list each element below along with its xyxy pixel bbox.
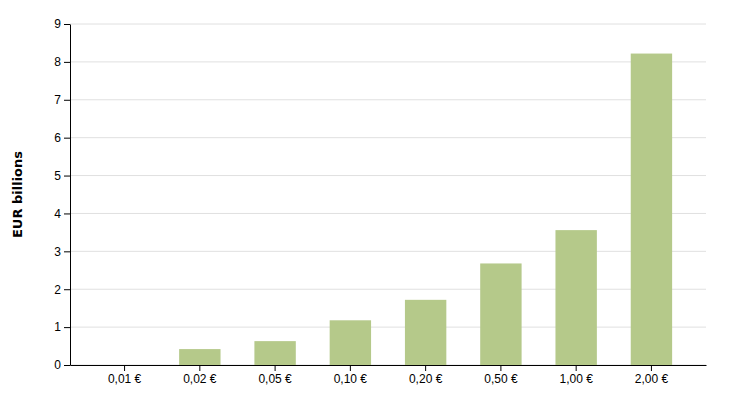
- y-tick-label: 4: [54, 207, 61, 221]
- tick-mark: [64, 213, 70, 214]
- y-tick: 6: [54, 131, 70, 145]
- x-tick-label: 0,20 €: [409, 372, 443, 386]
- x-tick: 0,20 €: [409, 365, 443, 386]
- plot-area: 0,01 € 0,02 € 0,05 € 0,10 € 0,20 € 0,50 € 1,00…: [54, 17, 706, 385]
- y-tick: 3: [54, 245, 70, 259]
- tick-mark: [275, 365, 276, 371]
- bar: [330, 320, 371, 365]
- bar: [631, 54, 672, 365]
- chart-container: 0,01 € 0,02 € 0,05 € 0,10 € 0,20 € 0,50 € 1,00…: [0, 0, 730, 409]
- tick-mark: [64, 289, 70, 290]
- bar: [480, 263, 521, 365]
- tick-mark: [64, 327, 70, 328]
- tick-mark: [350, 365, 351, 371]
- y-tick-label: 9: [54, 17, 61, 31]
- y-tick: 9: [54, 17, 70, 31]
- tick-mark: [124, 365, 125, 371]
- tick-mark: [64, 62, 70, 63]
- grid-line: [70, 24, 706, 25]
- x-tick-label: 1,00 €: [559, 372, 593, 386]
- x-tick: 0,01 €: [108, 365, 142, 386]
- y-tick: 8: [54, 55, 70, 69]
- bars: [179, 54, 672, 365]
- y-tick-label: 7: [54, 93, 61, 107]
- grid: [70, 24, 706, 365]
- x-tick: 2,00 €: [635, 365, 669, 386]
- y-tick: 1: [54, 320, 70, 334]
- grid-line: [70, 99, 706, 100]
- y-axis-title: EUR billions: [10, 151, 25, 238]
- y-tick-label: 2: [54, 283, 61, 297]
- x-tick: 0,50 €: [484, 365, 518, 386]
- axis-line: [71, 365, 707, 366]
- y-axis: 0 1 2 3 4 5 6 7 8 9: [54, 17, 70, 372]
- tick-mark: [64, 100, 70, 101]
- tick-mark: [576, 365, 577, 371]
- x-tick-label: 2,00 €: [635, 372, 669, 386]
- grid-line: [70, 251, 706, 252]
- x-tick-label: 0,01 €: [108, 372, 142, 386]
- y-tick-label: 0: [54, 358, 61, 372]
- y-tick: 7: [54, 93, 70, 107]
- grid-line: [70, 327, 706, 328]
- x-axis: 0,01 € 0,02 € 0,05 € 0,10 € 0,20 € 0,50 € 1,00…: [71, 365, 707, 386]
- y-tick: 0: [54, 358, 70, 372]
- grid-line: [70, 175, 706, 176]
- grid-line: [70, 289, 706, 290]
- tick-mark: [64, 24, 70, 25]
- axis-line: [70, 25, 71, 366]
- tick-mark: [64, 365, 70, 366]
- tick-mark: [425, 365, 426, 371]
- grid-line: [70, 213, 706, 214]
- bar: [555, 230, 596, 365]
- x-tick-label: 0,50 €: [484, 372, 518, 386]
- x-tick-label: 0,02 €: [183, 372, 217, 386]
- grid-line: [70, 61, 706, 62]
- tick-mark: [199, 365, 200, 371]
- x-tick-label: 0,05 €: [258, 372, 292, 386]
- tick-mark: [64, 176, 70, 177]
- x-tick: 0,02 €: [183, 365, 217, 386]
- y-tick: 4: [54, 207, 70, 221]
- x-tick: 1,00 €: [559, 365, 593, 386]
- bar: [104, 365, 145, 366]
- tick-mark: [500, 365, 501, 371]
- bar: [254, 341, 295, 365]
- y-tick-label: 8: [54, 55, 61, 69]
- bar: [179, 349, 220, 365]
- x-tick: 0,05 €: [258, 365, 292, 386]
- grid-line: [70, 137, 706, 138]
- tick-mark: [64, 138, 70, 139]
- tick-mark: [64, 251, 70, 252]
- chart-svg: 0,01 € 0,02 € 0,05 € 0,10 € 0,20 € 0,50 € 1,00…: [0, 0, 730, 409]
- x-tick-label: 0,10 €: [334, 372, 368, 386]
- y-tick: 5: [54, 169, 70, 183]
- y-tick-label: 5: [54, 169, 61, 183]
- tick-mark: [651, 365, 652, 371]
- bar: [405, 300, 446, 365]
- y-tick: 2: [54, 283, 70, 297]
- y-tick-label: 3: [54, 245, 61, 259]
- x-tick: 0,10 €: [334, 365, 368, 386]
- grid-line: [70, 365, 706, 366]
- y-tick-label: 6: [54, 131, 61, 145]
- y-tick-label: 1: [54, 320, 61, 334]
